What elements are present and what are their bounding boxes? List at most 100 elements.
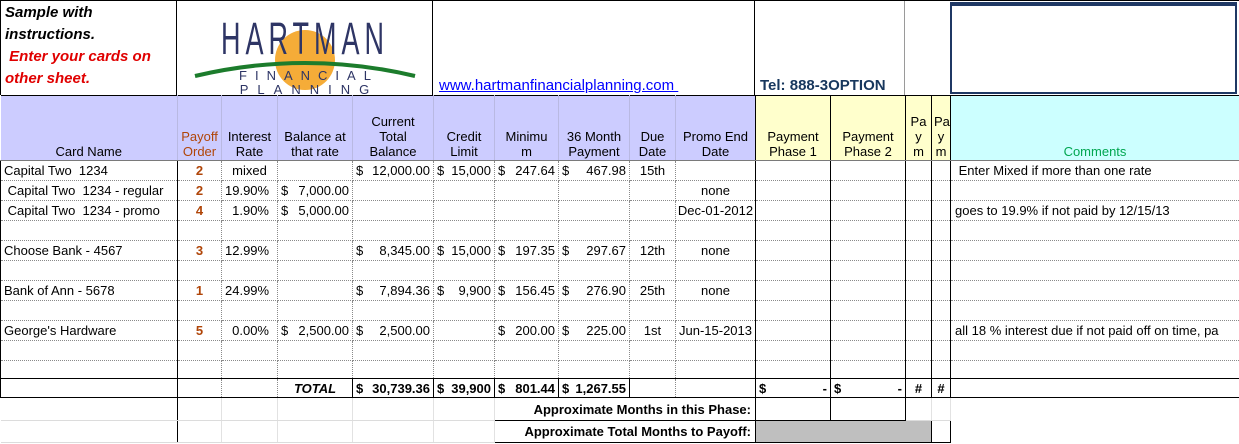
cell-paym-1[interactable] bbox=[905, 320, 932, 341]
cell[interactable] bbox=[221, 340, 278, 361]
cell[interactable] bbox=[221, 420, 278, 443]
cell[interactable] bbox=[0, 340, 178, 361]
cell[interactable] bbox=[433, 420, 495, 443]
cell[interactable] bbox=[433, 360, 495, 379]
header-comments[interactable]: Comments bbox=[950, 95, 1239, 161]
cell-comment[interactable]: all 18 % interest due if not paid off on… bbox=[950, 320, 1239, 341]
cell-minimum[interactable]: $197.35 bbox=[494, 240, 559, 261]
cell[interactable] bbox=[494, 260, 559, 281]
cell-36-month[interactable] bbox=[558, 180, 630, 201]
cell-interest-rate[interactable]: 0.00% bbox=[221, 320, 278, 341]
cell[interactable] bbox=[221, 397, 278, 421]
cell-phase-2[interactable] bbox=[830, 180, 906, 201]
cell[interactable] bbox=[905, 300, 932, 321]
cell[interactable] bbox=[931, 340, 951, 361]
cell-phase-2[interactable] bbox=[830, 320, 906, 341]
header-card-name[interactable]: Card Name bbox=[0, 95, 178, 161]
cell-promo-end[interactable] bbox=[675, 160, 756, 181]
cell[interactable] bbox=[177, 300, 222, 321]
cell[interactable] bbox=[277, 300, 353, 321]
cell-paym-1[interactable] bbox=[905, 200, 932, 221]
cell-promo-end[interactable]: none bbox=[675, 280, 756, 301]
cell[interactable] bbox=[558, 300, 630, 321]
cell[interactable] bbox=[905, 340, 932, 361]
cell[interactable] bbox=[177, 340, 222, 361]
cell-promo-end[interactable]: none bbox=[675, 240, 756, 261]
cell-interest-rate[interactable]: 19.90% bbox=[221, 180, 278, 201]
cell[interactable] bbox=[177, 360, 222, 379]
cell[interactable] bbox=[931, 260, 951, 281]
header-payment-phase-2[interactable]: Payment Phase 2 bbox=[830, 95, 906, 161]
cell[interactable] bbox=[277, 420, 353, 443]
cell[interactable] bbox=[675, 360, 756, 379]
cell[interactable] bbox=[433, 300, 495, 321]
cell[interactable] bbox=[950, 360, 1239, 379]
cell-promo-end[interactable]: Jun-15-2013 bbox=[675, 320, 756, 341]
cell[interactable] bbox=[675, 300, 756, 321]
cell-due-date[interactable]: 12th bbox=[629, 240, 676, 261]
cell[interactable] bbox=[277, 260, 353, 281]
cell-promo-end[interactable]: Dec-01-2012 bbox=[675, 200, 756, 221]
cell[interactable] bbox=[629, 220, 676, 241]
cell[interactable] bbox=[352, 420, 434, 443]
cell-interest-rate[interactable]: 24.99% bbox=[221, 280, 278, 301]
phone-cell[interactable]: Tel: 888-3OPTION bbox=[755, 1, 905, 95]
cell[interactable] bbox=[675, 220, 756, 241]
cell[interactable] bbox=[177, 260, 222, 281]
cell[interactable] bbox=[0, 397, 178, 421]
header-36-month-payment[interactable]: 36 Month Payment bbox=[558, 95, 630, 161]
cell-phase-1[interactable] bbox=[755, 180, 831, 201]
cell-minimum[interactable]: $247.64 bbox=[494, 160, 559, 181]
cell[interactable] bbox=[629, 340, 676, 361]
cell[interactable] bbox=[433, 260, 495, 281]
cell-minimum[interactable] bbox=[494, 180, 559, 201]
cell[interactable] bbox=[905, 360, 932, 379]
total-paym-2[interactable]: # bbox=[931, 378, 951, 398]
cell[interactable] bbox=[221, 300, 278, 321]
cell[interactable] bbox=[931, 420, 951, 443]
cell[interactable] bbox=[494, 300, 559, 321]
total-paym-1[interactable]: # bbox=[905, 378, 932, 398]
cell-36-month[interactable]: $467.98 bbox=[558, 160, 630, 181]
cell-36-month[interactable]: $276.90 bbox=[558, 280, 630, 301]
header-payoff-order[interactable]: Payoff Order bbox=[177, 95, 222, 161]
cell[interactable] bbox=[494, 360, 559, 379]
cell-current-balance[interactable]: $2,500.00 bbox=[352, 320, 434, 341]
cell-paym-2[interactable] bbox=[931, 180, 951, 201]
cell[interactable] bbox=[905, 260, 932, 281]
cell-phase-2[interactable] bbox=[830, 160, 906, 181]
cell[interactable] bbox=[0, 260, 178, 281]
cell[interactable] bbox=[951, 421, 1239, 443]
cell[interactable] bbox=[931, 360, 951, 379]
cell[interactable] bbox=[352, 360, 434, 379]
cell-comment[interactable] bbox=[950, 240, 1239, 261]
cell-36-month[interactable] bbox=[558, 200, 630, 221]
header-payment-phase-1[interactable]: Payment Phase 1 bbox=[755, 95, 831, 161]
cell[interactable] bbox=[221, 220, 278, 241]
cell-phase-2[interactable] bbox=[830, 240, 906, 261]
cell-payoff-order[interactable]: 3 bbox=[177, 240, 222, 261]
cell-payoff-order[interactable]: 4 bbox=[177, 200, 222, 221]
cell-minimum[interactable]: $156.45 bbox=[494, 280, 559, 301]
cell-credit-limit[interactable]: $15,000 bbox=[433, 160, 495, 181]
cell-phase-2[interactable] bbox=[830, 200, 906, 221]
cell[interactable] bbox=[0, 300, 178, 321]
cell-card-name[interactable]: George's Hardware bbox=[0, 320, 178, 341]
cell[interactable] bbox=[931, 220, 951, 241]
cell-paym-2[interactable] bbox=[931, 280, 951, 301]
cell-paym-1[interactable] bbox=[905, 160, 932, 181]
cell[interactable] bbox=[755, 340, 831, 361]
cell-phase-2[interactable] bbox=[830, 280, 906, 301]
total-minimum[interactable]: $801.44 bbox=[494, 378, 559, 398]
cell-minimum[interactable] bbox=[494, 200, 559, 221]
cell[interactable] bbox=[950, 340, 1239, 361]
cell-due-date[interactable]: 1st bbox=[629, 320, 676, 341]
cell[interactable] bbox=[0, 360, 178, 379]
cell[interactable] bbox=[830, 260, 906, 281]
cell[interactable] bbox=[277, 340, 353, 361]
cell[interactable] bbox=[950, 260, 1239, 281]
header-promo-end-date[interactable]: Promo End Date bbox=[675, 95, 756, 161]
cell[interactable] bbox=[433, 220, 495, 241]
cell-comment[interactable] bbox=[950, 280, 1239, 301]
cell[interactable] bbox=[950, 300, 1239, 321]
